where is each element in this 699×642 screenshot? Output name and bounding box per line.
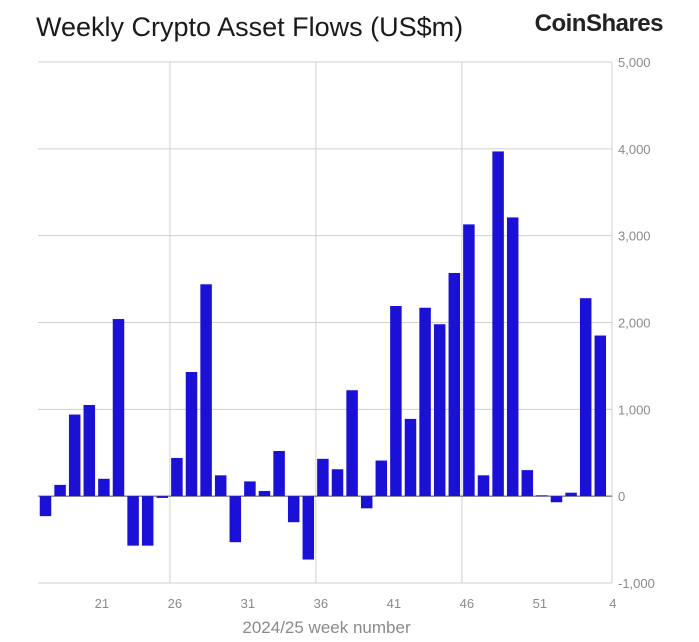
bar [83, 404, 96, 497]
bar [317, 458, 329, 497]
bar [506, 217, 519, 497]
x-tick-label: 36 [314, 596, 328, 611]
x-tick-label: 26 [168, 596, 182, 611]
y-tick-label: 5,000 [618, 55, 651, 70]
bar [98, 478, 110, 497]
bar [521, 470, 534, 497]
bar [550, 496, 563, 503]
y-tick-label: 1,000 [618, 402, 651, 417]
x-tick-label: 41 [387, 596, 401, 611]
bar [404, 418, 417, 497]
bar [419, 307, 431, 497]
bar [346, 390, 358, 497]
x-tick-label: 31 [241, 596, 255, 611]
y-tick-label: 4,000 [618, 142, 651, 157]
y-tick-label: 3,000 [618, 229, 651, 244]
bar [68, 414, 81, 497]
bar [594, 335, 607, 497]
bar [463, 224, 475, 497]
bar [360, 496, 373, 509]
bar [273, 451, 285, 497]
bar [54, 484, 66, 497]
bar [302, 496, 315, 560]
x-tick-label: 21 [95, 596, 109, 611]
bar [375, 460, 388, 497]
bar [141, 496, 154, 546]
bar [127, 496, 139, 546]
bar [492, 151, 504, 497]
bar [258, 490, 271, 497]
bar [331, 469, 344, 497]
coinshares-logo: CoinShares [534, 10, 664, 38]
bar [565, 492, 577, 497]
y-tick-label: 0 [618, 489, 625, 504]
brand-name: CoinShares [534, 10, 664, 37]
y-tick-label: -1,000 [618, 576, 655, 591]
x-axis-label: 2024/25 week number [242, 618, 411, 637]
bar [448, 273, 461, 497]
bar [200, 284, 212, 497]
x-tick-label: 4 [609, 596, 616, 611]
bar [287, 496, 300, 523]
bar [39, 496, 52, 517]
bar [579, 298, 592, 497]
bar [112, 319, 125, 497]
bar [433, 324, 446, 497]
x-tick-label: 51 [533, 596, 547, 611]
chart-title: Weekly Crypto Asset Flows (US$m) [36, 12, 464, 42]
bar [390, 306, 402, 497]
bar [214, 475, 227, 497]
bar [477, 475, 490, 497]
bar [244, 481, 256, 497]
bar [156, 496, 169, 498]
bar [536, 495, 548, 497]
bar [171, 457, 183, 497]
bar [185, 371, 198, 497]
bar [229, 496, 242, 543]
y-tick-label: 2,000 [618, 316, 651, 331]
x-tick-label: 46 [460, 596, 474, 611]
